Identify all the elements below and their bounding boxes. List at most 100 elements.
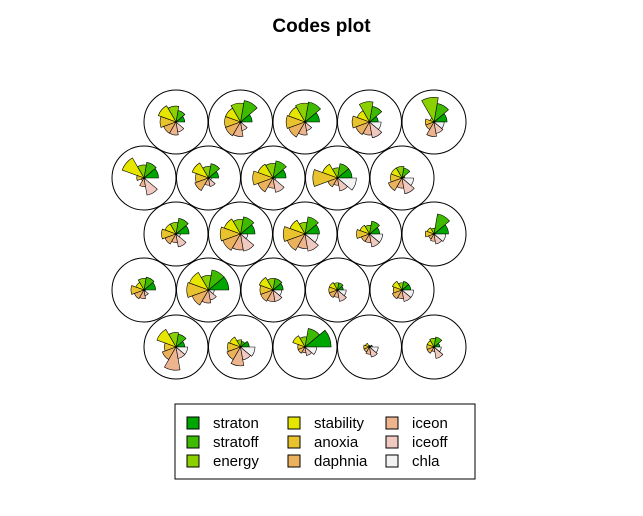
fan-segment-iceon — [169, 121, 179, 136]
fan-segment-chla — [304, 346, 317, 355]
fan-segment-iceon — [139, 289, 146, 299]
fan-segment-chla — [304, 233, 319, 243]
som-unit — [337, 314, 402, 380]
fan-segment-anoxia — [356, 229, 371, 239]
legend-swatch — [287, 416, 301, 430]
fan-segment-stability — [292, 335, 306, 348]
som-unit — [240, 257, 306, 323]
fan-segment-energy — [230, 102, 245, 123]
legend-swatch — [385, 416, 399, 430]
fan-segment-stratoff — [433, 336, 443, 348]
fan-segment-iceoff — [175, 233, 187, 248]
fan-segment-iceoff — [240, 233, 255, 252]
som-unit — [305, 257, 370, 323]
som-unit — [337, 201, 402, 267]
fan-segment-iceoff — [401, 177, 415, 195]
som-unit — [369, 257, 435, 323]
fan-segment-straton — [304, 329, 332, 348]
fan-segment-iceoff — [433, 121, 444, 134]
fan-segment-iceoff — [337, 289, 347, 302]
fan-segment-anoxia — [252, 170, 274, 186]
fan-segment-stratoff — [337, 163, 350, 179]
fan-segment-chla — [272, 289, 283, 297]
fan-segment-chla — [207, 289, 215, 295]
fan-segment-daphnia — [392, 289, 403, 300]
fan-segment-iceoff — [272, 289, 283, 302]
legend-swatch — [385, 454, 399, 468]
fan-segment-iceon — [298, 121, 308, 136]
legend-label: straton — [213, 415, 259, 432]
fan-segment-chla — [401, 289, 414, 298]
fan-segment-anoxia — [219, 226, 242, 242]
fan-segment-stratoff — [304, 101, 321, 123]
fan-segment-daphnia — [327, 177, 339, 188]
fan-segment-chla — [239, 346, 256, 357]
legend-item-iceon: iceon — [385, 415, 448, 432]
legend-label: stratoff — [213, 434, 259, 451]
fan-segment-daphnia — [260, 289, 274, 302]
legend-box — [174, 403, 476, 480]
fan-segment-anoxia — [186, 282, 210, 298]
som-unit — [401, 89, 467, 155]
fan-segment-chla — [401, 177, 414, 186]
som-unit — [305, 145, 370, 211]
fan-segment-energy — [421, 97, 439, 123]
som-unit — [337, 89, 402, 155]
som-unit — [176, 257, 241, 323]
legend-label: iceoff — [412, 434, 448, 451]
fan-segment-stratoff — [272, 160, 287, 179]
fan-segment-chla — [368, 346, 379, 354]
fan-segment-anoxia — [136, 175, 145, 181]
legend-swatch — [186, 416, 200, 430]
legend-label: iceon — [412, 415, 448, 432]
fan-segment-chla — [304, 121, 307, 124]
legend-item-energy: energy — [186, 453, 259, 470]
fan-segment-daphnia — [134, 289, 145, 300]
fan-segment-chla — [239, 233, 249, 240]
legend-label: energy — [213, 453, 259, 470]
som-unit — [143, 201, 209, 267]
fan-segment-iceoff — [433, 346, 444, 359]
fan-segment-daphnia — [288, 121, 306, 138]
fan-segment-chla — [336, 177, 357, 191]
legend-item-stratoff: stratoff — [186, 434, 259, 451]
som-unit — [208, 201, 273, 267]
legend-label: daphnia — [314, 453, 368, 470]
fan-segment-chla — [336, 289, 347, 297]
fan-segment-daphnia — [194, 177, 210, 191]
legend-item-daphnia: daphnia — [287, 453, 368, 470]
fan-segment-energy — [295, 102, 309, 123]
fan-segment-chla — [175, 233, 181, 238]
fan-segment-stratoff — [433, 213, 450, 235]
fan-segment-stratoff — [304, 328, 320, 348]
fan-segment-anoxia — [351, 115, 371, 129]
fan-segment-daphnia — [191, 289, 210, 306]
som-unit — [272, 201, 338, 267]
fan-segment-anoxia — [282, 226, 306, 242]
fan-segment-iceon — [230, 346, 245, 367]
som-unit — [240, 145, 306, 211]
legend-item-straton: straton — [186, 415, 259, 432]
fan-segment-iceoff — [369, 121, 383, 139]
fan-segment-stability — [392, 280, 403, 291]
fan-segment-iceon — [232, 121, 244, 137]
fan-segment-stratoff — [304, 216, 319, 235]
legend-item-chla: chla — [385, 453, 440, 470]
fan-segment-stratoff — [401, 281, 410, 291]
legend-swatch — [186, 435, 200, 449]
legend-swatch — [287, 454, 301, 468]
som-unit — [369, 145, 435, 211]
legend-label: stability — [314, 415, 365, 432]
som-unit — [272, 314, 338, 380]
fan-segment-energy — [358, 101, 374, 123]
fan-segment-anoxia — [130, 285, 145, 295]
fan-segment-anoxia — [161, 228, 177, 240]
fan-segment-chla — [433, 233, 446, 242]
som-units — [111, 89, 467, 380]
fan-segment-anoxia — [424, 230, 435, 238]
fan-segment-daphnia — [286, 233, 306, 251]
fan-segment-iceoff — [143, 289, 149, 297]
fan-segment-daphnia — [222, 233, 242, 251]
fan-segment-chla — [143, 177, 146, 180]
